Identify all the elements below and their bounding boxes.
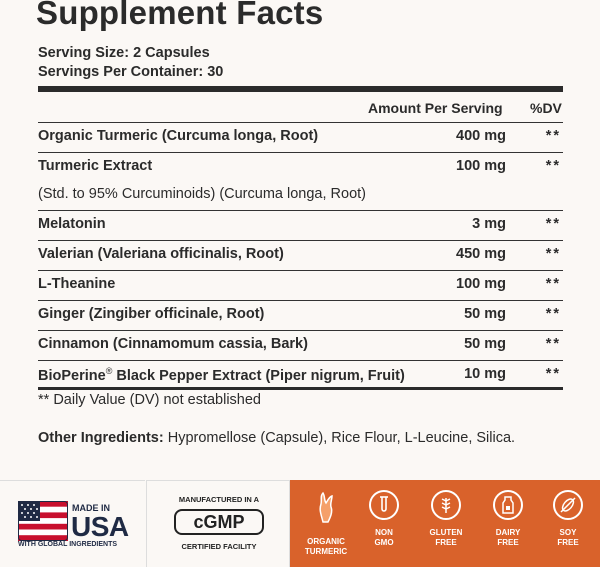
other-ingredients-text: Hypromellose (Capsule), Rice Flour, L-Le… [163,430,516,446]
divider [38,210,563,211]
table-row: Turmeric Extract 100 mg ** [38,154,563,182]
ingredient-dv: ** [545,306,561,322]
servings-per-container: Servings Per Container: 30 [38,64,224,80]
ingredient-amount: 50 mg [464,306,506,322]
ingredient-name: L-Theanine [38,276,116,292]
bottom-divider [38,387,563,390]
turmeric-icon [319,491,333,523]
ingredient-name: Ginger (Zingiber officinale, Root) [38,306,265,322]
table-row: Valerian (Valeriana officinalis, Root) 4… [38,242,563,270]
ingredient-dv: ** [545,336,561,352]
table-row: BioPerine® Black Pepper Extract (Piper n… [38,362,563,390]
soy-icon [553,490,583,520]
ingredient-dv: ** [545,276,561,292]
ingredient-dv: ** [545,366,561,382]
ingredient-name: Organic Turmeric (Curcuma longa, Root) [38,128,319,144]
feature-badges: ORGANIC TURMERIC NON GMO GLUTEN FREE DAIRY F… [290,480,600,567]
cgmp-badge: MANUFACTURED IN A cGMP CERTIFIED FACILIT… [146,480,290,567]
made-in-usa-badge: MADE IN USA WITH GLOBAL INGREDIENTS [0,480,145,567]
ingredient-amount: 50 mg [464,336,506,352]
global-ingredients-label: WITH GLOBAL INGREDIENTS [18,541,118,548]
table-row: L-Theanine 100 mg ** [38,272,563,300]
badge-label: ORGANIC TURMERIC [304,537,348,556]
soy-free-badge: SOY FREE [540,490,596,562]
cgmp-label: cGMP [174,509,264,535]
table-row: Cinnamon (Cinnamomum cassia, Bark) 50 mg… [38,332,563,360]
ingredient-dv: ** [545,158,561,174]
ingredient-amount: 400 mg [456,128,506,144]
ingredient-amount: 3 mg [472,216,506,232]
made-in-label: MADE IN [72,503,110,513]
ingredient-name: Turmeric Extract [38,158,153,174]
ingredient-name: (Std. to 95% Curcuminoids) (Curcuma long… [38,186,366,202]
milk-icon [493,490,523,520]
gluten-free-badge: GLUTEN FREE [418,490,474,562]
ingredient-amount: 100 mg [456,276,506,292]
amount-header: Amount Per Serving [368,100,503,116]
table-row: (Std. to 95% Curcuminoids) (Curcuma long… [38,182,563,210]
divider [38,360,563,361]
dv-footnote: ** Daily Value (DV) not established [38,392,261,408]
other-ingredients: Other Ingredients: Hypromellose (Capsule… [38,430,515,446]
badge-label: DAIRY FREE [495,528,521,547]
table-row: Organic Turmeric (Curcuma longa, Root) 4… [38,124,563,152]
divider [38,270,563,271]
ingredient-name: BioPerine® Black Pepper Extract (Piper n… [38,366,405,384]
badge-strip: MADE IN USA WITH GLOBAL INGREDIENTS MANU… [0,480,600,567]
wheat-icon [431,490,461,520]
ingredient-name-prefix: BioPerine [38,367,106,384]
dv-header: %DV [530,100,562,116]
usa-label: USA [71,511,129,542]
divider [38,240,563,241]
ingredient-name-suffix: Black Pepper Extract (Piper nigrum, Frui… [112,367,405,384]
us-flag-icon [18,501,68,541]
divider [38,300,563,301]
divider [38,122,563,123]
registered-mark: ® [105,366,113,376]
badge-label: GLUTEN FREE [429,528,463,547]
ingredient-amount: 10 mg [464,366,506,382]
table-row: Ginger (Zingiber officinale, Root) 50 mg… [38,302,563,330]
non-gmo-badge: NON GMO [356,490,412,562]
ingredient-dv: ** [545,216,561,232]
badge-label: SOY FREE [557,528,579,547]
ingredient-dv: ** [545,128,561,144]
ingredient-amount: 100 mg [456,158,506,174]
panel-title: Supplement Facts [36,0,324,31]
ingredient-name: Melatonin [38,216,106,232]
divider [38,152,563,153]
table-row: Melatonin 3 mg ** [38,212,563,240]
ingredient-name: Cinnamon (Cinnamomum cassia, Bark) [38,336,308,352]
cgmp-top-label: MANUFACTURED IN A [178,495,260,504]
other-ingredients-label: Other Ingredients: [38,430,164,446]
divider [38,330,563,331]
badge-label: NON GMO [374,528,394,547]
thick-divider [38,86,563,92]
ingredient-amount: 450 mg [456,246,506,262]
organic-turmeric-badge: ORGANIC TURMERIC [298,490,354,562]
ingredient-name: Valerian (Valeriana officinalis, Root) [38,246,284,262]
test-tube-icon [369,490,399,520]
dairy-free-badge: DAIRY FREE [480,490,536,562]
ingredient-dv: ** [545,246,561,262]
serving-size: Serving Size: 2 Capsules [38,45,210,61]
cgmp-bottom-label: CERTIFIED FACILITY [181,542,257,551]
